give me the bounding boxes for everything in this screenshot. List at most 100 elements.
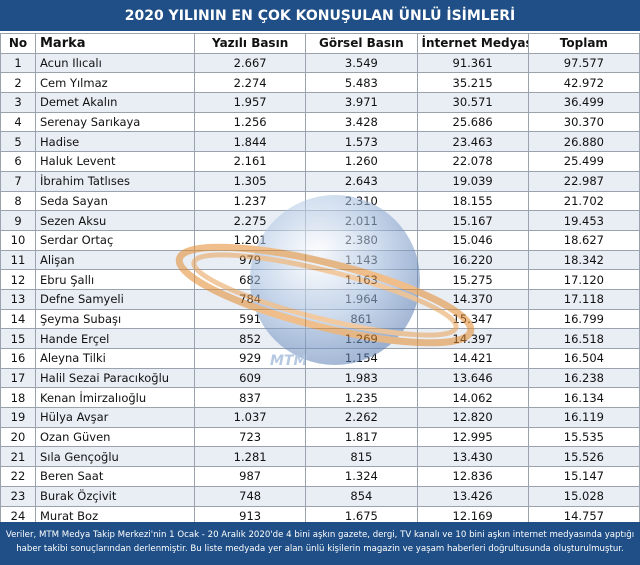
row-internet: 12.820 [416, 407, 529, 428]
row-internet: 14.397 [416, 328, 529, 349]
table-row: 1 Acun Ilıcalı 2.667 3.549 91.361 97.577 [0, 52, 640, 74]
row-number: 1 [0, 52, 36, 74]
row-gorsel: 2.011 [305, 210, 418, 231]
row-gorsel: 1.983 [305, 367, 418, 389]
row-gorsel: 815 [305, 446, 418, 468]
table-body: 1 Acun Ilıcalı 2.667 3.549 91.361 97.577 2 Cem … [0, 52, 640, 546]
row-name: Aleyna Tilki [35, 348, 195, 369]
row-number: 24 [0, 505, 36, 527]
table-row: 23 Burak Özçivit 748 854 13.426 15.028 [0, 485, 640, 507]
row-number: 3 [0, 92, 36, 113]
row-internet: 91.361 [416, 52, 529, 74]
row-gorsel: 1.964 [305, 288, 418, 310]
row-internet: 22.078 [416, 151, 529, 172]
row-yazili: 723 [193, 426, 307, 448]
row-number: 16 [0, 348, 36, 369]
row-number: 6 [0, 151, 36, 172]
row-number: 11 [0, 249, 36, 271]
row-gorsel: 5.483 [305, 72, 418, 94]
row-internet: 13.430 [416, 446, 529, 468]
row-internet: 13.426 [416, 485, 529, 507]
row-internet: 15.167 [416, 210, 529, 231]
table-row: 24 Murat Boz 913 1.675 12.169 14.757 [0, 505, 640, 527]
table-row: 19 Hülya Avşar 1.037 2.262 12.820 16.119 [0, 407, 640, 428]
title-bar: 2020 YILININ EN ÇOK KONUŞULAN ÜNLÜ İSİML… [0, 0, 640, 31]
row-toplam: 36.499 [527, 92, 640, 113]
row-name: Sezen Aksu [35, 210, 195, 231]
row-internet: 15.275 [416, 269, 529, 290]
column-header-internet: İnternet Medyası [416, 33, 529, 54]
row-toplam: 15.535 [527, 426, 640, 448]
row-yazili: 913 [193, 505, 307, 527]
row-gorsel: 1.260 [305, 151, 418, 172]
row-name: Halil Sezai Paracıkoğlu [35, 367, 195, 389]
row-yazili: 2.274 [193, 72, 307, 94]
table-row: 12 Ebru Şallı 682 1.163 15.275 17.120 [0, 269, 640, 290]
row-name: Ebru Şallı [35, 269, 195, 290]
row-gorsel: 2.310 [305, 190, 418, 212]
row-toplam: 30.370 [527, 111, 640, 133]
table-header-row: No Marka Yazılı Basın Görsel Basın İnter… [0, 33, 640, 54]
row-internet: 25.686 [416, 111, 529, 133]
row-number: 20 [0, 426, 36, 448]
row-gorsel: 1.324 [305, 466, 418, 487]
table-row: 15 Hande Erçel 852 1.269 14.397 16.518 [0, 328, 640, 349]
row-number: 12 [0, 269, 36, 290]
row-internet: 14.421 [416, 348, 529, 369]
row-yazili: 1.844 [193, 131, 307, 153]
row-internet: 15.347 [416, 308, 529, 330]
row-yazili: 1.256 [193, 111, 307, 133]
table-row: 7 İbrahim Tatlıses 1.305 2.643 19.039 22.987 [0, 170, 640, 192]
row-name: Hande Erçel [35, 328, 195, 349]
row-number: 19 [0, 407, 36, 428]
row-yazili: 2.275 [193, 210, 307, 231]
row-name: Hülya Avşar [35, 407, 195, 428]
row-number: 4 [0, 111, 36, 133]
row-gorsel: 3.549 [305, 52, 418, 74]
row-number: 10 [0, 229, 36, 251]
row-name: Cem Yılmaz [35, 72, 195, 94]
row-yazili: 2.667 [193, 52, 307, 74]
row-internet: 15.046 [416, 229, 529, 251]
ranking-table: No Marka Yazılı Basın Görsel Basın İnter… [0, 33, 640, 546]
table-row: 6 Haluk Levent 2.161 1.260 22.078 25.499 [0, 151, 640, 172]
table-row: 20 Ozan Güven 723 1.817 12.995 15.535 [0, 426, 640, 448]
row-toplam: 15.526 [527, 446, 640, 468]
table-row: 2 Cem Yılmaz 2.274 5.483 35.215 42.972 [0, 72, 640, 94]
row-toplam: 97.577 [527, 52, 640, 74]
row-yazili: 1.237 [193, 190, 307, 212]
column-header-gorsel: Görsel Basın [305, 33, 418, 54]
row-number: 5 [0, 131, 36, 153]
row-gorsel: 854 [305, 485, 418, 507]
row-name: Seda Sayan [35, 190, 195, 212]
row-number: 17 [0, 367, 36, 389]
row-toplam: 14.757 [527, 505, 640, 527]
table-row: 9 Sezen Aksu 2.275 2.011 15.167 19.453 [0, 210, 640, 231]
row-yazili: 609 [193, 367, 307, 389]
row-gorsel: 861 [305, 308, 418, 330]
row-toplam: 16.504 [527, 348, 640, 369]
row-name: Demet Akalın [35, 92, 195, 113]
row-gorsel: 3.971 [305, 92, 418, 113]
row-internet: 30.571 [416, 92, 529, 113]
table-row: 22 Beren Saat 987 1.324 12.836 15.147 [0, 466, 640, 487]
row-name: Sıla Gençoğlu [35, 446, 195, 468]
row-number: 2 [0, 72, 36, 94]
row-toplam: 18.342 [527, 249, 640, 271]
row-name: Beren Saat [35, 466, 195, 487]
table-row: 18 Kenan İmirzalıoğlu 837 1.235 14.062 16.134 [0, 387, 640, 409]
table-row: 8 Seda Sayan 1.237 2.310 18.155 21.702 [0, 190, 640, 212]
row-gorsel: 1.163 [305, 269, 418, 290]
row-internet: 12.836 [416, 466, 529, 487]
row-yazili: 837 [193, 387, 307, 409]
row-toplam: 16.134 [527, 387, 640, 409]
row-number: 21 [0, 446, 36, 468]
row-yazili: 1.201 [193, 229, 307, 251]
row-name: Alişan [35, 249, 195, 271]
row-number: 8 [0, 190, 36, 212]
row-internet: 18.155 [416, 190, 529, 212]
row-yazili: 682 [193, 269, 307, 290]
footer-line-2: haber takibi sonuçlarından derlenmiştir.… [16, 544, 624, 554]
row-gorsel: 1.817 [305, 426, 418, 448]
